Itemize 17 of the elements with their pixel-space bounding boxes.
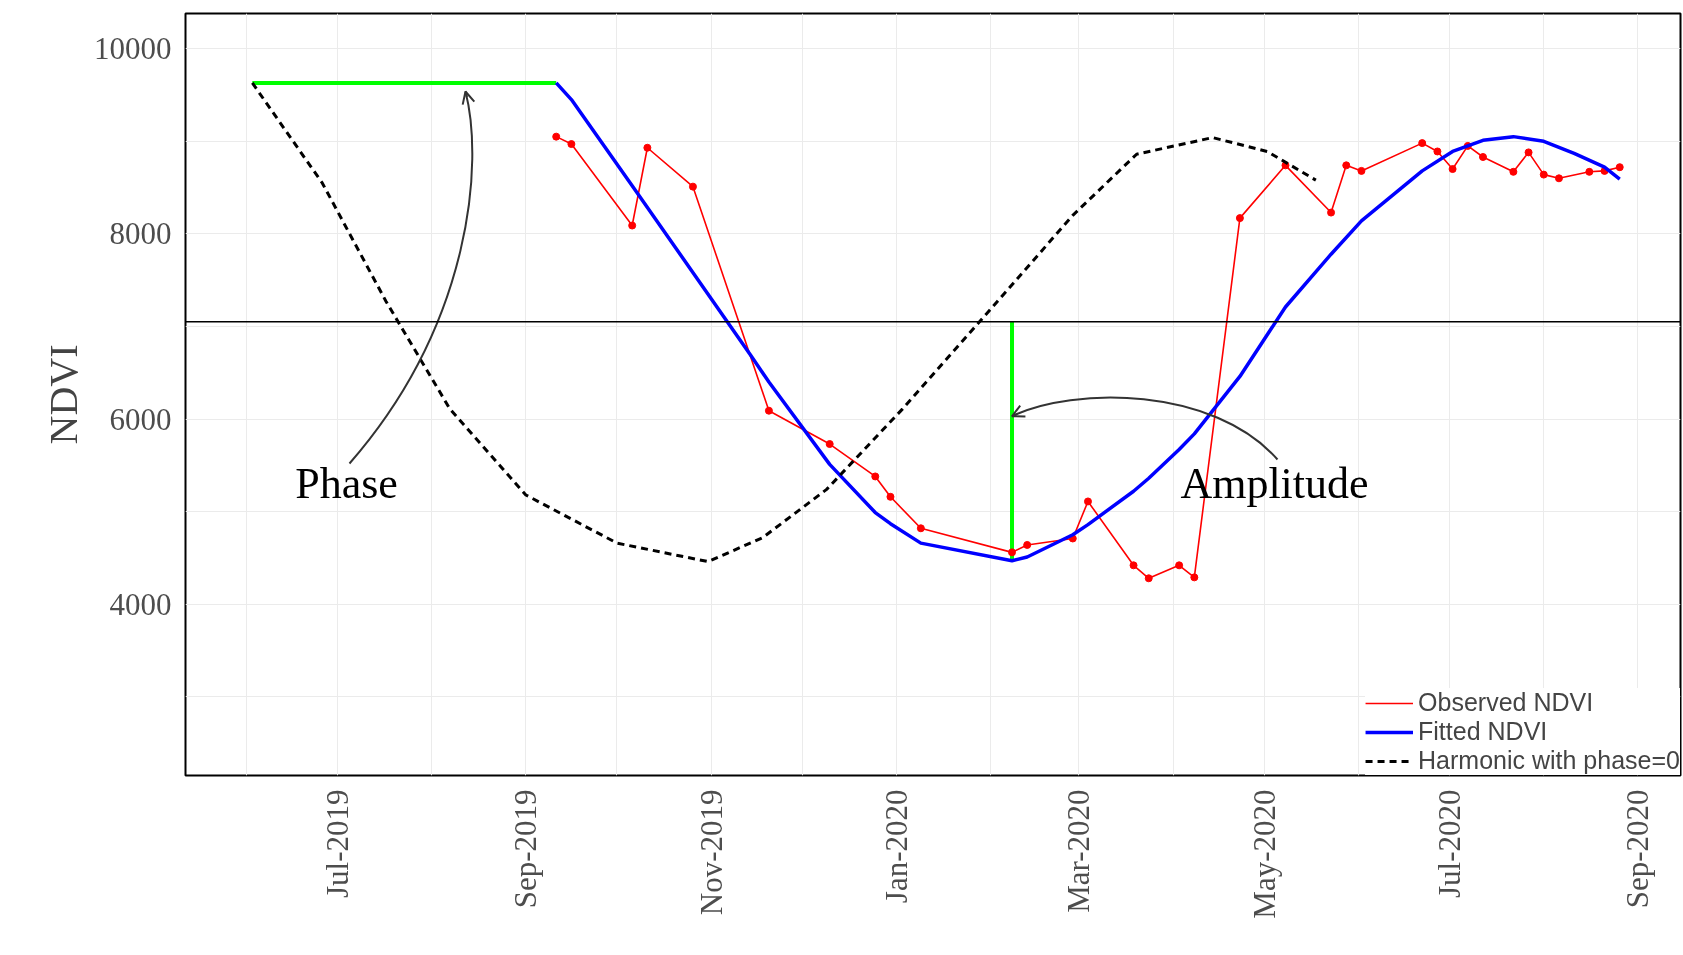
x-tick-label: Sep-2020 — [1620, 789, 1656, 909]
y-tick-label: 10000 — [94, 31, 172, 67]
x-tick-label: Jul-2019 — [319, 789, 355, 898]
x-tick-label: Sep-2019 — [508, 789, 544, 909]
y-axis-title: NDVI — [41, 344, 86, 445]
annotation: Phase — [295, 459, 398, 508]
x-tick-label: Jul-2020 — [1432, 789, 1468, 898]
x-tick-label: Mar-2020 — [1061, 789, 1097, 913]
y-tick-label: 6000 — [109, 401, 172, 437]
y-tick-label: 8000 — [109, 216, 172, 252]
x-tick-label: May-2020 — [1246, 789, 1282, 919]
legend-label: Observed NDVI — [1418, 688, 1594, 717]
x-tick-label: Jan-2020 — [879, 789, 915, 904]
legend-label: Fitted NDVI — [1418, 717, 1548, 746]
x-tick-label: Nov-2019 — [693, 789, 729, 916]
y-tick-label: 4000 — [109, 586, 172, 622]
legend-label: Harmonic with phase=0 — [1418, 746, 1680, 775]
